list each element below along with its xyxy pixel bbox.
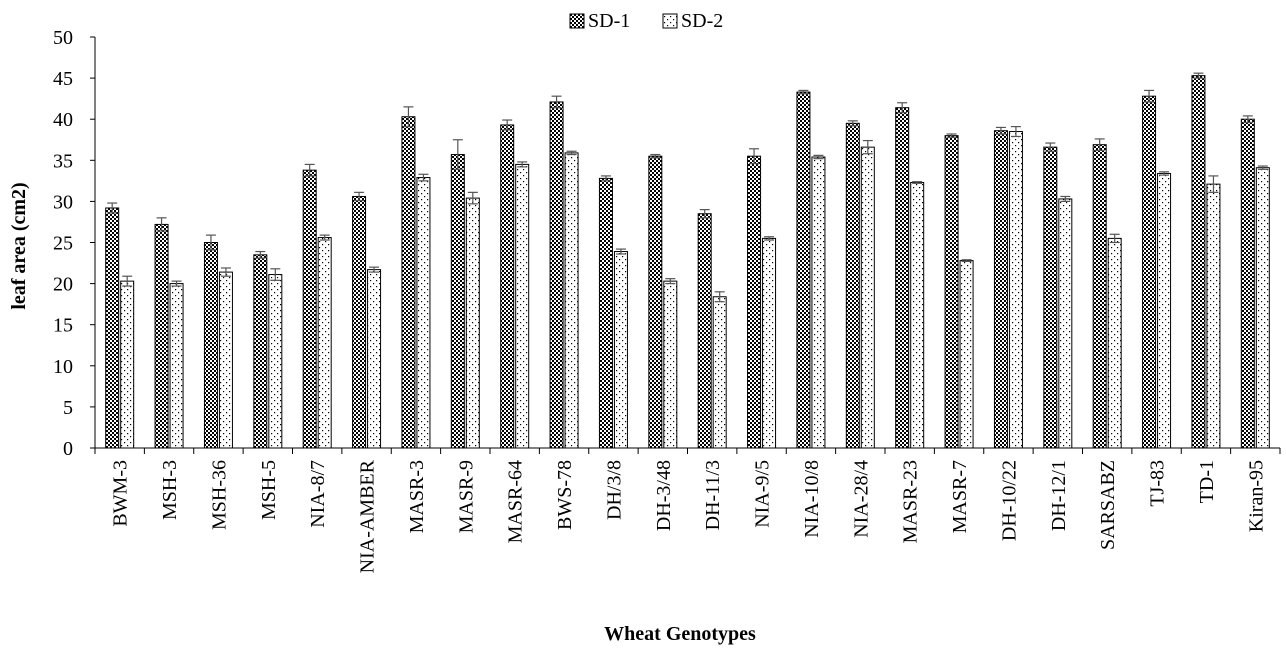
y-tick-label: 15 — [53, 315, 73, 337]
bar-sd-1 — [500, 124, 515, 449]
bar-sd-2 — [564, 152, 579, 449]
bar-sd-2 — [762, 237, 777, 449]
bars-group — [105, 75, 1270, 449]
x-category-label: TD-1 — [1196, 460, 1218, 503]
bar-sd-2 — [712, 296, 727, 449]
bar-sd-2 — [860, 146, 875, 449]
bar-sd-2 — [663, 280, 678, 449]
y-tick-label: 10 — [53, 356, 73, 378]
bar-sd-1 — [1240, 118, 1255, 449]
bar-sd-1 — [895, 107, 910, 449]
x-axis-title: Wheat Genotypes — [604, 623, 756, 645]
error-bars-group — [107, 72, 1268, 303]
bar-sd-2 — [1008, 131, 1023, 449]
x-category-label: MSH-5 — [258, 460, 280, 520]
x-category-label: DH/3/8 — [603, 460, 625, 520]
bar-sd-1 — [845, 122, 860, 449]
x-category-label: MASR-23 — [900, 460, 922, 543]
x-category-label: NIA-9/5 — [752, 460, 774, 528]
bar-sd-1 — [747, 155, 762, 449]
y-tick-label: 40 — [53, 109, 73, 131]
bar-sd-1 — [1191, 75, 1206, 449]
bar-sd-2 — [1206, 183, 1221, 449]
y-tick-label: 20 — [53, 274, 73, 296]
bar-sd-1 — [1092, 144, 1107, 449]
x-category-label: NIA-28/4 — [850, 460, 872, 538]
bar-sd-2 — [515, 163, 530, 449]
bar-sd-2 — [416, 177, 431, 449]
bar-sd-1 — [450, 154, 465, 449]
bar-sd-1 — [598, 177, 613, 449]
bar-sd-1 — [401, 116, 416, 449]
bar-sd-1 — [203, 242, 218, 449]
legend-swatch-sd2 — [662, 13, 678, 29]
legend-label-sd2: SD-2 — [681, 10, 723, 32]
x-category-label: DH-3/48 — [653, 460, 675, 531]
y-tick-label: 50 — [53, 27, 73, 49]
legend: SD-1 SD-2 — [569, 10, 723, 32]
bar-sd-2 — [218, 271, 233, 449]
bar-sd-2 — [120, 280, 135, 449]
bar-sd-2 — [169, 283, 184, 449]
bar-sd-2 — [1255, 167, 1270, 449]
bar-sd-1 — [154, 223, 169, 449]
bar-sd-1 — [352, 195, 367, 449]
x-category-label: DH-12/1 — [1048, 460, 1070, 531]
x-category-label: MSH-36 — [208, 460, 230, 530]
bar-sd-1 — [1043, 146, 1058, 449]
x-category-label: MASR-3 — [406, 460, 428, 533]
bar-sd-1 — [697, 213, 712, 449]
bar-sd-2 — [317, 237, 332, 449]
bar-sd-1 — [302, 169, 317, 449]
bar-sd-1 — [993, 130, 1008, 449]
y-axis-title: leaf area (cm2) — [8, 182, 30, 309]
bar-sd-1 — [944, 135, 959, 449]
x-category-label: NIA-8/7 — [307, 460, 329, 528]
bar-sd-1 — [796, 91, 811, 449]
bar-sd-2 — [811, 156, 826, 449]
y-tick-label: 5 — [63, 397, 73, 419]
x-category-label: BWM-3 — [110, 460, 132, 527]
bar-sd-2 — [1058, 198, 1073, 449]
bar-sd-2 — [613, 251, 628, 449]
bar-sd-1 — [549, 101, 564, 449]
bar-sd-2 — [367, 269, 382, 449]
x-category-label: Kiran-95 — [1245, 460, 1267, 532]
x-category-label: MSH-3 — [159, 460, 181, 520]
legend-label-sd1: SD-1 — [588, 10, 630, 32]
category-labels: BWM-3 MSH-3 MSH-36 MSH-5 NIA-8/7 NIA-AMBER MAS… — [110, 459, 1268, 573]
bar-sd-2 — [1107, 237, 1122, 449]
x-category-label: DH-10/22 — [998, 460, 1020, 541]
y-tick-label: 35 — [53, 150, 73, 172]
x-category-label: MASR-7 — [949, 460, 971, 533]
x-axis — [94, 447, 1281, 454]
y-tick-label: 45 — [53, 68, 73, 90]
y-axis: 0 5 10 15 20 25 30 35 40 45 50 — [53, 27, 96, 460]
x-category-label: BWS-78 — [554, 460, 576, 530]
x-category-label: TJ-83 — [1147, 460, 1169, 507]
x-category-label: NIA-AMBER — [357, 459, 379, 573]
x-category-label: SARSABZ — [1097, 460, 1119, 550]
bar-sd-2 — [1157, 172, 1172, 449]
legend-swatch-sd1 — [569, 13, 585, 29]
x-category-label: MASR-64 — [505, 460, 527, 543]
bar-sd-1 — [1142, 95, 1157, 449]
x-category-label: DH-11/3 — [702, 460, 724, 530]
y-tick-label: 0 — [63, 438, 73, 460]
bar-sd-2 — [910, 181, 925, 449]
x-category-label: MASR-9 — [455, 460, 477, 533]
bar-sd-2 — [268, 274, 283, 449]
bar-sd-1 — [253, 254, 268, 449]
bar-sd-1 — [648, 155, 663, 449]
bar-sd-2 — [959, 260, 974, 449]
x-category-label: NIA-10/8 — [801, 460, 823, 538]
bar-sd-2 — [465, 197, 480, 449]
bar-sd-1 — [105, 207, 120, 449]
y-tick-label: 25 — [53, 233, 73, 255]
y-tick-label: 30 — [53, 191, 73, 213]
